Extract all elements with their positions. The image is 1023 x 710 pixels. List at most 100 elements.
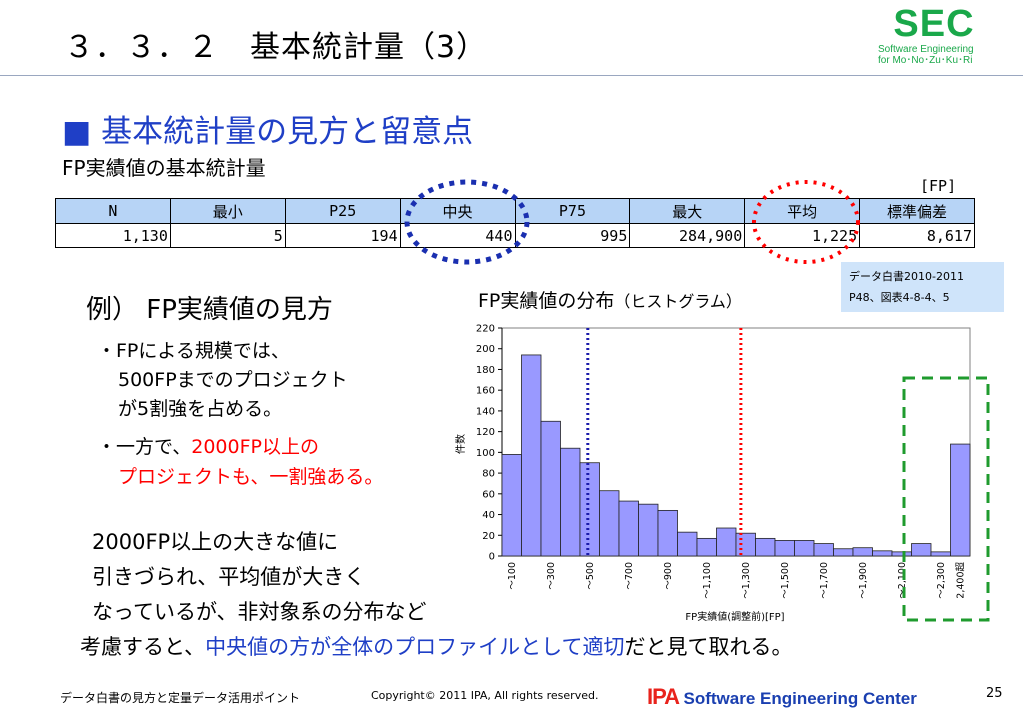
section-heading: ■ 基本統計量の見方と留意点	[62, 114, 474, 150]
histogram-bar	[696, 537, 717, 557]
sec-logo-word: SEC	[893, 3, 975, 45]
header-p75: P75	[514, 198, 631, 224]
y-tick-label: 200	[476, 344, 495, 355]
x-tick-label: ～1,100	[702, 562, 713, 599]
histogram-bar	[813, 543, 834, 557]
histogram-bar	[872, 550, 893, 557]
y-tick-label: 140	[476, 406, 495, 417]
x-tick-label: ～1,900	[858, 562, 869, 599]
histogram-bar	[638, 503, 659, 557]
table-caption: FP実績値の基本統計量	[62, 156, 266, 180]
conclusion-suffix: だと見て取れる。	[624, 635, 793, 659]
chart-title-main: FP実績値の分布	[478, 290, 615, 312]
stats-table: N 最小 P25 中央 P75 最大 平均 標準偏差 1,130 5 194 4…	[55, 198, 975, 248]
value-n: 1,130	[55, 223, 171, 248]
footer-ipa-logo: IPA Software Engineering Center	[647, 684, 917, 710]
title-divider	[0, 75, 1023, 76]
source-line2: P48、図表4-8-4、5	[849, 291, 950, 304]
histogram-bar	[852, 547, 873, 557]
histogram-bar	[501, 454, 522, 557]
y-tick-label: 60	[482, 489, 495, 500]
top-bins-highlight	[902, 376, 990, 622]
histogram-bar	[716, 527, 737, 557]
conclusion-line4: 考慮すると、中央値の方が全体のプロファイルとして適切だと見て取れる。	[80, 630, 793, 665]
histogram-bar	[599, 490, 620, 557]
histogram-bar	[735, 532, 756, 557]
y-tick-label: 180	[476, 365, 495, 376]
sec-logo-line1: Software Engineering	[878, 44, 974, 55]
histogram-bar	[930, 551, 951, 557]
x-tick-label: ～300	[546, 562, 557, 590]
x-tick-label: ～700	[624, 562, 635, 590]
y-tick-label: 160	[476, 386, 495, 397]
x-tick-label: ～1,700	[819, 562, 830, 599]
histogram-bar	[774, 540, 795, 557]
stats-header-row: N 最小 P25 中央 P75 最大 平均 標準偏差	[55, 198, 975, 224]
x-tick-label: ～1,500	[780, 562, 791, 599]
histogram-bar	[911, 543, 932, 557]
example-title: 例） FP実績値の見方	[86, 295, 333, 325]
y-tick-label: 220	[476, 324, 495, 335]
page-number: 25	[986, 686, 1003, 701]
conclusion-prefix: 考慮すると、	[80, 635, 206, 659]
footer-title: データ白書の見方と定量データ活用ポイント	[60, 691, 301, 705]
histogram-bar	[521, 354, 542, 557]
y-axis-label: 件数	[454, 434, 467, 454]
histogram-bar	[540, 420, 561, 557]
x-tick-label: ～900	[663, 562, 674, 590]
chart-title: FP実績値の分布（ヒストグラム）	[478, 286, 742, 313]
x-tick-label: 2,400超	[954, 562, 966, 599]
value-p25: 194	[284, 223, 401, 248]
chart-reference-lines	[586, 328, 743, 556]
histogram-bar	[950, 443, 971, 557]
y-tick-label: 20	[482, 531, 495, 542]
x-axis-label: FP実績値(調整前)[FP]	[685, 610, 784, 623]
header-median: 中央	[399, 198, 516, 224]
y-tick-label: 120	[476, 427, 495, 438]
sec-logo: SEC Software Engineering for Mo･No･Zu･Ku…	[874, 4, 994, 66]
bullet2-line1: ・一方で、2000FP以上の	[97, 434, 319, 460]
y-tick-label: 0	[489, 552, 495, 563]
conclusion-blue: 中央値の方が全体のプロファイルとして適切	[205, 635, 625, 659]
bullet2-line2: プロジェクトも、一割強ある。	[118, 466, 384, 488]
x-tick-label: ～100	[507, 562, 518, 590]
footer-copyright: Copyright© 2011 IPA, All rights reserved…	[371, 689, 599, 702]
histogram-chart: 0 20 40 60 80 100 120 140 160 180 200 220 ～100 ～300 ～5…	[454, 324, 990, 623]
x-tick-label: ～2,300	[936, 562, 947, 599]
ipa-mark: IPA	[647, 684, 680, 709]
histogram-bar	[755, 537, 776, 557]
value-min: 5	[169, 223, 286, 248]
slide-title: ３．３．２ 基本統計量（3）	[64, 30, 488, 65]
header-p25: P25	[284, 198, 401, 224]
x-tick-label: ～500	[585, 562, 596, 590]
histogram-bar	[618, 500, 639, 557]
histogram-bar	[560, 447, 581, 557]
histogram-bar	[891, 551, 912, 557]
conclusion-line3: なっているが、非対象系の分布など	[92, 600, 427, 624]
median-highlight-ellipse	[404, 179, 530, 265]
header-max: 最大	[629, 198, 746, 224]
sec-logo-line2: for Mo･No･Zu･Ku･Ri	[878, 55, 973, 66]
x-tick-label: ～2,100	[897, 562, 908, 599]
source-line1: データ白書2010-2011	[849, 270, 964, 283]
histogram-bar	[677, 531, 698, 557]
chart-tick-labels: 0 20 40 60 80 100 120 140 160 180 200 220 ～100 ～300 ～5…	[476, 324, 966, 599]
bullet1-line2: 500FPまでのプロジェクト	[118, 369, 348, 391]
bullet2-prefix: ・一方で、	[97, 436, 192, 458]
y-tick-label: 40	[482, 510, 495, 521]
header-n: N	[55, 198, 171, 224]
histogram-bar	[579, 462, 600, 557]
x-tick-label: ～1,300	[741, 562, 752, 599]
unit-label: [FP]	[920, 177, 957, 195]
conclusion-line2: 引きづられ、平均値が大きく	[92, 565, 366, 589]
conclusion: 2000FP以上の大きな値に 引きづられ、平均値が大きく なっているが、非対象系…	[80, 525, 793, 665]
mean-highlight-ellipse	[752, 180, 860, 264]
ipa-text: Software Engineering Center	[683, 689, 917, 708]
stats-value-row: 1,130 5 194 440 995 284,900 1,225 8,617	[55, 223, 975, 248]
source-note: データ白書2010-2011 P48、図表4-8-4、5	[841, 262, 1004, 312]
chart-title-suffix: （ヒストグラム）	[614, 292, 742, 311]
chart-bars	[501, 354, 971, 557]
y-tick-label: 100	[476, 448, 495, 459]
bullet1-line1: ・FPによる規模では、	[97, 340, 290, 362]
